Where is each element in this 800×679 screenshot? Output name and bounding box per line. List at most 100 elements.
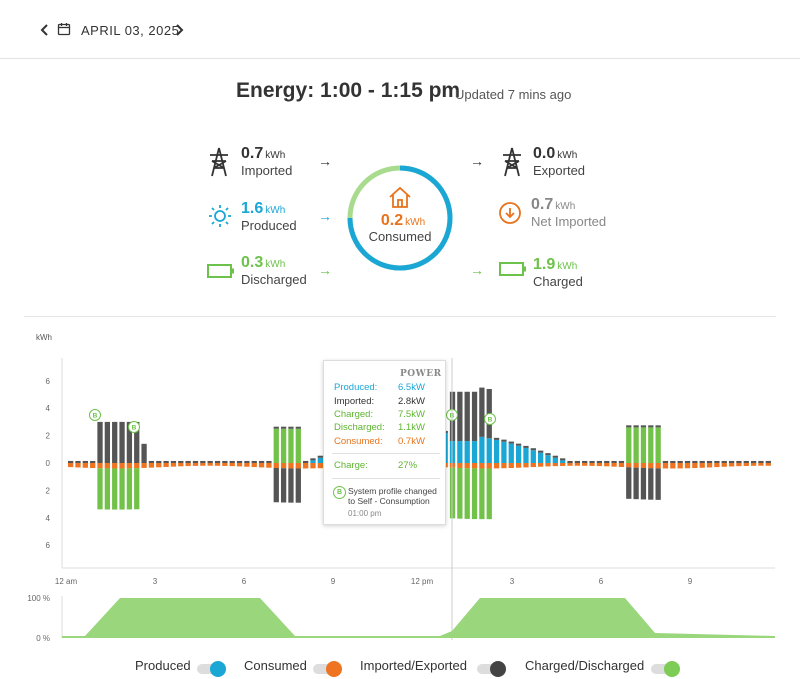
consumed-bar bbox=[317, 463, 323, 469]
consumed-bar bbox=[611, 463, 617, 467]
tooltip-divider bbox=[332, 478, 440, 479]
discharged-bar bbox=[655, 427, 661, 463]
tooltip-label: Consumed: bbox=[334, 436, 383, 447]
imported-bar bbox=[244, 460, 250, 463]
discharged-bar bbox=[288, 428, 294, 463]
exported-bar bbox=[273, 468, 279, 503]
calendar-icon[interactable] bbox=[57, 22, 71, 36]
y-axis-label: kWh bbox=[36, 333, 52, 342]
consumed-bar bbox=[648, 463, 654, 469]
produced-toggle[interactable] bbox=[197, 660, 227, 678]
imported-bar bbox=[604, 460, 610, 463]
discharged-bar bbox=[626, 427, 632, 463]
consumed-bar bbox=[728, 463, 735, 467]
imported-bar bbox=[156, 460, 162, 463]
stat-imported: 0.7 kWh Imported bbox=[241, 145, 292, 178]
exported-unit: kWh bbox=[557, 150, 578, 161]
soc-tick-label: 0 % bbox=[36, 634, 50, 643]
consumed-bar bbox=[670, 463, 676, 469]
consumed-bar bbox=[560, 463, 566, 466]
imported-bar bbox=[699, 460, 705, 463]
imported-bar bbox=[765, 460, 771, 463]
legend-produced-label: Produced bbox=[135, 658, 191, 673]
imported-bar bbox=[589, 460, 595, 463]
consumed-bar bbox=[750, 463, 757, 466]
discharged-bar bbox=[633, 427, 639, 463]
exported-bar bbox=[640, 467, 647, 500]
x-tick-label: 12 am bbox=[55, 577, 78, 586]
charge-label: Charge: bbox=[334, 460, 368, 471]
imported-bar bbox=[68, 460, 74, 463]
previous-day-button[interactable] bbox=[38, 20, 52, 40]
arrow-right-icon: → bbox=[318, 262, 332, 278]
produced-bar bbox=[457, 441, 463, 463]
legend-charged-discharged-label: Charged/Discharged bbox=[525, 658, 645, 673]
imported-bar bbox=[163, 460, 169, 463]
exported-label: Exported bbox=[533, 163, 586, 178]
imported-bar bbox=[207, 460, 213, 463]
consumed-bar bbox=[633, 463, 639, 468]
consumed-bar bbox=[699, 463, 705, 468]
charged-bar bbox=[126, 468, 133, 510]
imported-bar bbox=[523, 445, 529, 448]
consumed-bar bbox=[582, 463, 588, 466]
x-tick-label: 3 bbox=[510, 577, 515, 586]
imported-unit: kWh bbox=[265, 150, 286, 161]
event-time: 01:00 pm bbox=[348, 509, 382, 518]
consumed-bar bbox=[75, 463, 81, 468]
charged-discharged-toggle[interactable] bbox=[651, 660, 681, 678]
imported-bar bbox=[670, 460, 676, 463]
consumed-toggle[interactable] bbox=[313, 660, 343, 678]
consumed-bar bbox=[251, 463, 257, 468]
produced-bar bbox=[501, 441, 507, 463]
power-tooltip: POWER Produced: 6.5kW Imported: 2.8kW Char… bbox=[323, 360, 446, 525]
selected-date[interactable]: APRIL 03, 2025 bbox=[81, 23, 180, 38]
imported-bar bbox=[728, 460, 735, 463]
consumed-value: 0.2 bbox=[380, 212, 404, 229]
consumed-bar bbox=[589, 463, 595, 466]
consumed-bar bbox=[229, 463, 235, 467]
energy-chart[interactable]: kWh 6 4 2 0 2 4 6 12 am 3 6 9 12 pm 3 6 9 B B B B 100 % 0 % bbox=[0, 320, 800, 650]
imported-bar bbox=[82, 460, 88, 463]
imported-bar bbox=[750, 460, 757, 463]
section-divider bbox=[24, 316, 776, 317]
imported-bar bbox=[266, 460, 272, 463]
produced-bar bbox=[545, 455, 551, 463]
exported-bar bbox=[655, 468, 661, 500]
imported-bar bbox=[200, 460, 206, 463]
imported-bar bbox=[134, 421, 140, 463]
consumed-bar bbox=[156, 463, 162, 468]
tooltip-value: 7.5kW bbox=[398, 409, 425, 420]
imported-bar bbox=[222, 460, 228, 463]
y-tick-label: 6 bbox=[46, 541, 51, 550]
event-marker-icon bbox=[128, 421, 140, 433]
consumption-ring bbox=[347, 165, 453, 271]
imported-bar bbox=[185, 460, 191, 463]
tooltip-label: Imported: bbox=[334, 396, 375, 407]
arrow-right-icon: → bbox=[318, 208, 332, 224]
produced-bar bbox=[552, 457, 558, 463]
consumed-bar bbox=[214, 463, 221, 466]
next-day-button[interactable] bbox=[172, 20, 186, 40]
imported-value: 0.7 bbox=[241, 145, 264, 162]
x-tick-label: 6 bbox=[599, 577, 604, 586]
down-arrow-circle-icon bbox=[499, 202, 521, 224]
charged-bar bbox=[457, 467, 463, 519]
consumed-bar bbox=[692, 463, 698, 469]
page-title: Energy: 1:00 - 1:15 pm bbox=[236, 79, 461, 102]
consumed-bar bbox=[236, 463, 243, 467]
transmission-tower-icon bbox=[210, 147, 228, 177]
imported-exported-toggle[interactable] bbox=[477, 660, 507, 678]
consumed-bar bbox=[684, 463, 691, 469]
consumed-bar bbox=[449, 463, 456, 468]
tooltip-label: Charged: bbox=[334, 409, 374, 420]
imported-bar bbox=[677, 460, 683, 463]
consumed-bar bbox=[479, 463, 485, 469]
stat-produced: 1.6 kWh Produced bbox=[241, 200, 297, 233]
sun-icon bbox=[209, 205, 231, 227]
charged-bar bbox=[471, 468, 478, 520]
produced-bar bbox=[479, 436, 485, 463]
tooltip-header: POWER bbox=[400, 369, 442, 379]
imported-bar bbox=[538, 450, 544, 453]
imported-bar bbox=[552, 455, 558, 458]
